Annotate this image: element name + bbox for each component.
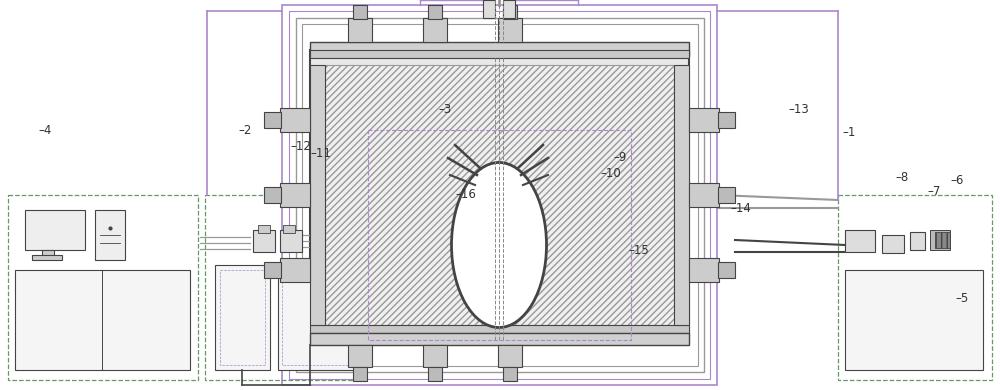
Bar (718, 187, 735, 203)
Ellipse shape (452, 163, 546, 328)
Bar (348, 345, 372, 367)
Text: –5: –5 (955, 292, 968, 305)
Text: –2: –2 (238, 124, 251, 137)
Bar (930, 230, 950, 250)
Bar (278, 265, 358, 370)
Bar (264, 262, 281, 278)
Text: –4: –4 (38, 124, 51, 137)
Bar (428, 367, 442, 381)
Bar (283, 225, 295, 233)
Bar (348, 18, 372, 42)
Bar (296, 18, 704, 372)
Bar (353, 367, 367, 381)
Text: –1: –1 (842, 126, 855, 139)
Bar (503, 0, 515, 18)
Bar (368, 130, 631, 340)
Text: –6: –6 (950, 174, 963, 187)
Bar (845, 230, 875, 252)
Bar (282, 270, 354, 365)
Bar (264, 187, 281, 203)
Bar (310, 50, 689, 340)
Bar (503, 367, 517, 381)
Bar (910, 232, 925, 250)
Bar (935, 232, 950, 248)
Bar (718, 262, 735, 278)
Bar (42, 250, 54, 256)
Bar (310, 325, 689, 333)
Bar (503, 5, 517, 19)
Text: –15: –15 (628, 244, 649, 257)
Bar (289, 11, 710, 379)
Bar (428, 5, 442, 19)
Text: –10: –10 (600, 167, 621, 180)
Bar (310, 42, 689, 56)
Bar (310, 65, 325, 325)
Bar (220, 270, 265, 365)
Text: –8: –8 (895, 171, 908, 184)
Bar (498, 18, 522, 42)
Bar (689, 258, 719, 282)
Bar (95, 210, 125, 260)
Bar (838, 195, 992, 380)
Bar (205, 195, 365, 380)
Bar (215, 265, 270, 370)
Bar (280, 108, 310, 132)
Bar (32, 255, 62, 260)
Bar (423, 18, 447, 42)
Bar (25, 210, 85, 250)
Bar (280, 230, 302, 252)
Bar (674, 65, 689, 325)
Bar (310, 333, 689, 345)
Bar (718, 112, 735, 128)
Bar (353, 5, 367, 19)
Bar (882, 235, 904, 253)
Bar (282, 5, 717, 385)
Bar (483, 0, 495, 18)
Text: –9: –9 (613, 151, 626, 165)
Bar (15, 270, 190, 370)
Bar (689, 108, 719, 132)
Bar (310, 50, 689, 58)
Text: –3: –3 (438, 103, 451, 116)
Bar (689, 183, 719, 207)
Bar (8, 195, 198, 380)
Text: –7: –7 (927, 184, 940, 198)
Text: –14: –14 (730, 202, 751, 215)
Bar (423, 345, 447, 367)
Text: –12: –12 (290, 140, 311, 153)
Bar (845, 270, 983, 370)
Bar (258, 225, 270, 233)
Text: –16: –16 (455, 188, 476, 202)
Bar (498, 345, 522, 367)
Bar (280, 183, 310, 207)
Bar (325, 65, 674, 325)
Bar (264, 112, 281, 128)
Bar (253, 230, 275, 252)
Bar (280, 258, 310, 282)
Text: –13: –13 (788, 103, 809, 116)
Bar (302, 24, 698, 366)
Text: –11: –11 (310, 147, 331, 160)
